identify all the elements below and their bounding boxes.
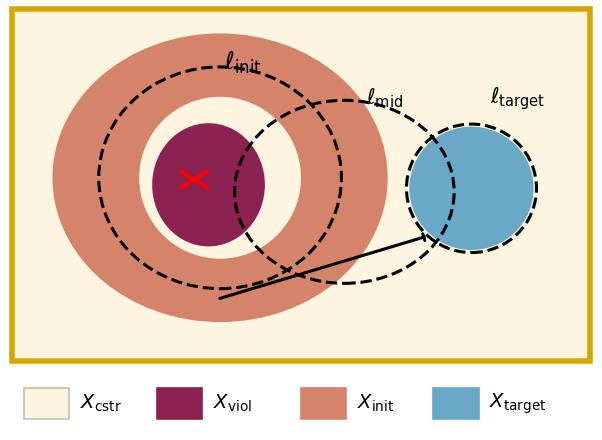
Text: $X_{\mathrm{init}}$: $X_{\mathrm{init}}$ bbox=[357, 392, 394, 414]
FancyBboxPatch shape bbox=[433, 388, 479, 419]
Ellipse shape bbox=[409, 127, 533, 250]
FancyBboxPatch shape bbox=[157, 388, 202, 419]
Ellipse shape bbox=[52, 33, 388, 322]
FancyBboxPatch shape bbox=[301, 388, 346, 419]
Ellipse shape bbox=[139, 97, 301, 259]
Text: $X_{\mathrm{target}}$: $X_{\mathrm{target}}$ bbox=[489, 391, 547, 416]
Text: $X_{\mathrm{viol}}$: $X_{\mathrm{viol}}$ bbox=[213, 392, 252, 414]
Ellipse shape bbox=[152, 123, 265, 246]
Text: $\ell_{\mathrm{init}}$: $\ell_{\mathrm{init}}$ bbox=[225, 50, 262, 77]
Text: $\ell_{\mathrm{mid}}$: $\ell_{\mathrm{mid}}$ bbox=[366, 87, 403, 110]
Text: $X_{\mathrm{cstr}}$: $X_{\mathrm{cstr}}$ bbox=[80, 392, 122, 414]
FancyBboxPatch shape bbox=[24, 388, 69, 419]
Text: $\ell_{\mathrm{target}}$: $\ell_{\mathrm{target}}$ bbox=[490, 85, 545, 112]
FancyBboxPatch shape bbox=[12, 9, 590, 361]
